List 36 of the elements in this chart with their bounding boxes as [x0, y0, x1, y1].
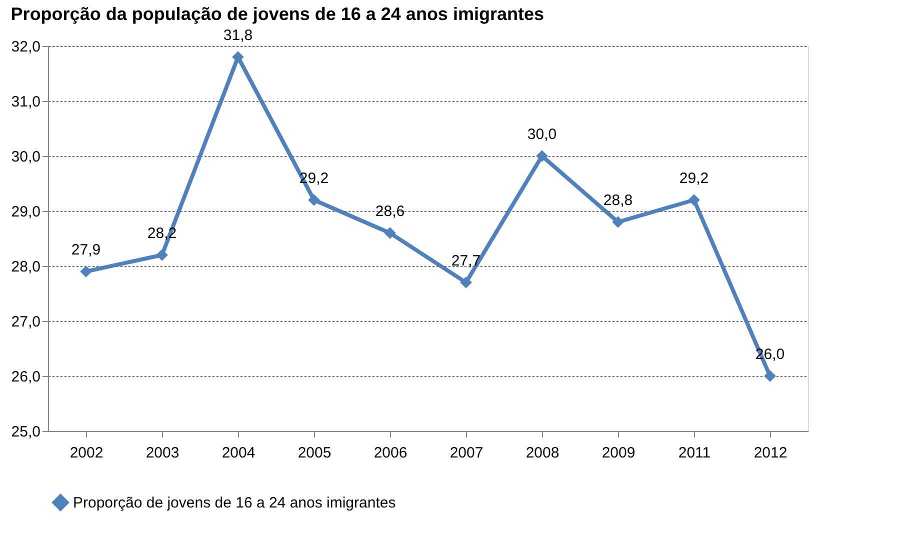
x-tick-label: 2005	[298, 444, 332, 462]
data-label: 31,8	[223, 27, 253, 44]
x-tick-label: 2004	[222, 444, 256, 462]
x-tick-label: 2002	[70, 444, 104, 462]
y-tick-label: 32,0	[11, 38, 40, 56]
point	[612, 216, 624, 228]
point	[536, 150, 548, 162]
y-tick-label: 31,0	[11, 94, 40, 110]
y-tick-label: 25,0	[11, 424, 40, 440]
y-tick-label: 30,0	[11, 148, 40, 166]
point	[80, 266, 92, 278]
y-tick-label: 27,0	[11, 314, 40, 330]
point	[308, 194, 320, 206]
point	[688, 194, 700, 206]
x-tick-label: 2012	[754, 444, 788, 462]
x-tick-label: 2009	[602, 444, 636, 462]
x-tick-label: 2006	[374, 444, 408, 462]
point	[232, 51, 244, 63]
x-tick-label: 2007	[450, 444, 484, 462]
data-label: 30,0	[527, 126, 557, 143]
x-tick-label: 2011	[678, 444, 711, 462]
point	[384, 227, 396, 239]
x-tick-label: 2003	[146, 444, 180, 462]
y-tick-label: 26,0	[11, 368, 40, 386]
data-label: 27,9	[71, 242, 101, 258]
point	[156, 249, 168, 261]
point	[460, 276, 472, 288]
y-tick-label: 28,0	[11, 258, 40, 276]
x-tick-label: 2008	[526, 444, 560, 462]
data-label: 28,8	[603, 192, 633, 209]
chart-title: Proporção da população de jovens de 16 a 24 anos imigrantes	[10, 4, 544, 24]
data-label: 28,6	[375, 203, 405, 220]
data-label: 29,2	[679, 170, 709, 187]
legend-label: Proporção de jovens de 16 a 24 anos imigrantes	[73, 494, 396, 512]
point	[764, 370, 776, 382]
y-tick-label: 29,0	[11, 204, 40, 220]
